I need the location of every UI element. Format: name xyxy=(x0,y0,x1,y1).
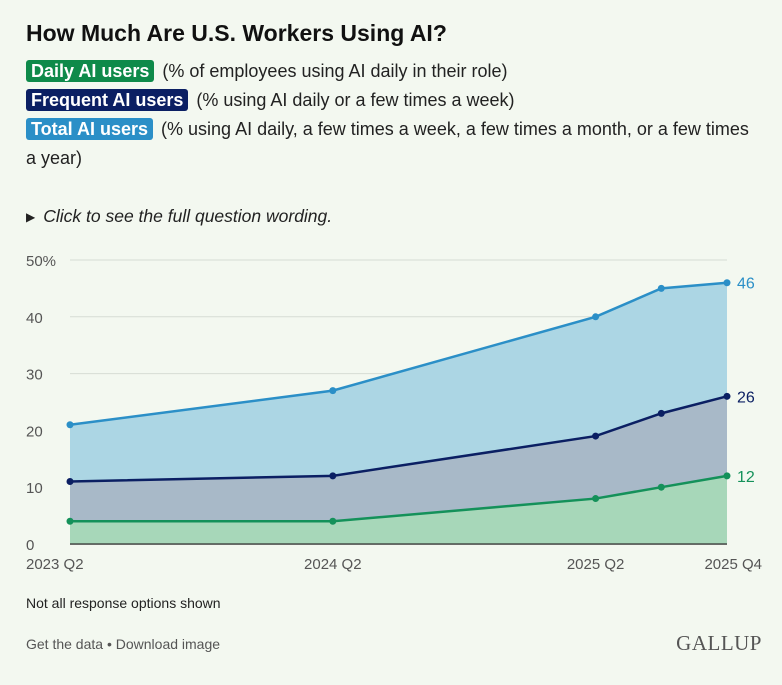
footnote: Not all response options shown xyxy=(26,595,221,611)
chart-title: How Much Are U.S. Workers Using AI? xyxy=(26,20,447,46)
data-point xyxy=(592,495,600,503)
y-tick-label: 50% xyxy=(26,253,56,270)
y-tick-label: 10 xyxy=(26,480,43,497)
data-point xyxy=(657,284,665,292)
data-point xyxy=(66,517,74,525)
data-point xyxy=(723,392,731,400)
y-tick-label: 0 xyxy=(26,537,34,554)
y-tick-label: 30 xyxy=(26,367,43,384)
footer-separator: • xyxy=(103,636,116,652)
legend-item-total: Total AI users (% using AI daily, a few … xyxy=(26,115,756,173)
download-image-link[interactable]: Download image xyxy=(115,636,221,652)
series-area-2 xyxy=(70,475,727,544)
end-value-label: 26 xyxy=(737,389,755,406)
gallup-logo: GALLUP xyxy=(676,631,762,655)
data-point xyxy=(329,517,337,525)
y-tick-label: 40 xyxy=(26,310,43,327)
data-point xyxy=(723,472,731,480)
data-point xyxy=(592,313,600,321)
get-data-link[interactable]: Get the data xyxy=(26,636,104,652)
x-tick-label: 2025 Q2 xyxy=(567,556,625,573)
expand-triangle-icon: ▶ xyxy=(26,210,36,224)
question-wording-toggle[interactable]: ▶ Click to see the full question wording. xyxy=(26,206,332,227)
data-point xyxy=(66,421,74,429)
x-tick-label: 2024 Q2 xyxy=(304,556,362,573)
x-tick-label: 2023 Q2 xyxy=(26,556,84,573)
end-value-label: 46 xyxy=(737,276,755,293)
legend-item-daily: Daily AI users (% of employees using AI … xyxy=(26,57,756,86)
footer-links: Get the data • Download image xyxy=(26,636,220,652)
data-point xyxy=(329,472,337,480)
legend-badge-daily: Daily AI users xyxy=(26,60,155,82)
legend-desc-frequent: (% using AI daily or a few times a week) xyxy=(191,90,515,110)
legend-desc-daily: (% of employees using AI daily in their … xyxy=(157,61,508,81)
legend-item-frequent: Frequent AI users (% using AI daily or a… xyxy=(26,86,756,115)
legend: Daily AI users (% of employees using AI … xyxy=(26,57,756,173)
legend-desc-total: (% using AI daily, a few times a week, a… xyxy=(26,119,749,168)
data-point xyxy=(329,387,337,395)
data-point xyxy=(66,478,74,486)
data-point xyxy=(723,279,731,287)
data-point xyxy=(657,483,665,491)
legend-badge-total: Total AI users xyxy=(26,118,154,140)
toggle-label: Click to see the full question wording. xyxy=(43,206,333,226)
data-point xyxy=(592,432,600,440)
y-tick-label: 20 xyxy=(26,423,43,440)
x-tick-label: 2025 Q4 xyxy=(704,556,762,573)
legend-badge-frequent: Frequent AI users xyxy=(26,89,189,111)
end-value-label: 12 xyxy=(737,469,755,486)
data-point xyxy=(657,409,665,417)
